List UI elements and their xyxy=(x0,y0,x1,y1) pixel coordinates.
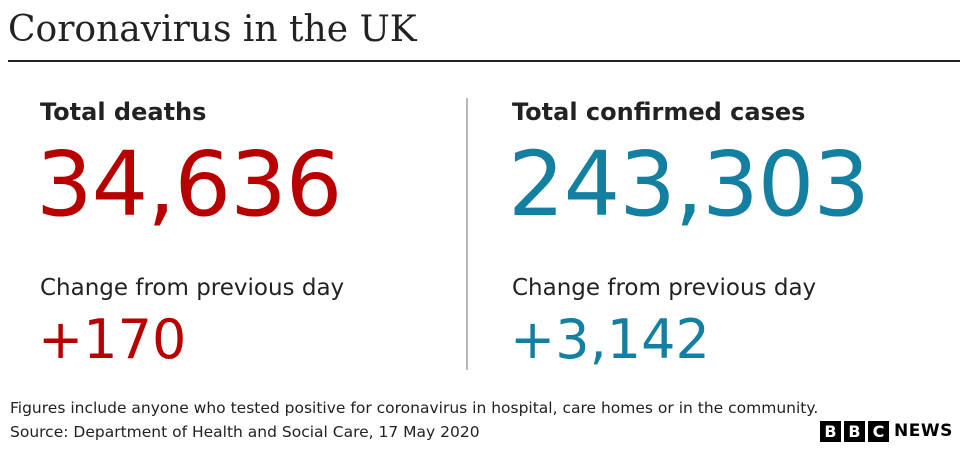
cases-total: 243,303 xyxy=(508,132,870,236)
bbc-logo-letter-b1: B xyxy=(820,421,841,442)
bbc-logo-letter-c: C xyxy=(868,421,889,442)
deaths-panel: Total deaths 34,636 Change from previous… xyxy=(36,94,476,372)
deaths-change-label: Change from previous day xyxy=(40,275,345,301)
deaths-change-value: +170 xyxy=(38,308,187,371)
cases-label: Total confirmed cases xyxy=(512,98,806,126)
deaths-total: 34,636 xyxy=(36,132,342,236)
panel-divider xyxy=(466,98,468,370)
page-title: Coronavirus in the UK xyxy=(8,9,417,50)
bbc-news-logo: B B C NEWS xyxy=(820,421,953,442)
cases-panel: Total confirmed cases 243,303 Change fro… xyxy=(508,94,948,372)
bbc-logo-news: NEWS xyxy=(894,421,953,441)
cases-change-value: +3,142 xyxy=(510,308,710,371)
deaths-label: Total deaths xyxy=(40,98,207,126)
title-divider xyxy=(8,60,960,62)
footer-note: Figures include anyone who tested positi… xyxy=(10,399,819,417)
footer-source: Source: Department of Health and Social … xyxy=(10,423,480,441)
cases-change-label: Change from previous day xyxy=(512,275,817,301)
bbc-logo-letter-b2: B xyxy=(844,421,865,442)
